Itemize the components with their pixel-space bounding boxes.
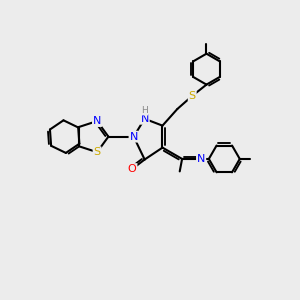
Text: N: N <box>197 154 205 164</box>
Text: N: N <box>140 114 149 124</box>
Text: S: S <box>189 91 196 101</box>
Text: S: S <box>94 147 101 157</box>
Text: O: O <box>128 164 136 174</box>
Text: N: N <box>130 132 138 142</box>
Text: H: H <box>141 106 148 115</box>
Text: N: N <box>93 116 101 126</box>
